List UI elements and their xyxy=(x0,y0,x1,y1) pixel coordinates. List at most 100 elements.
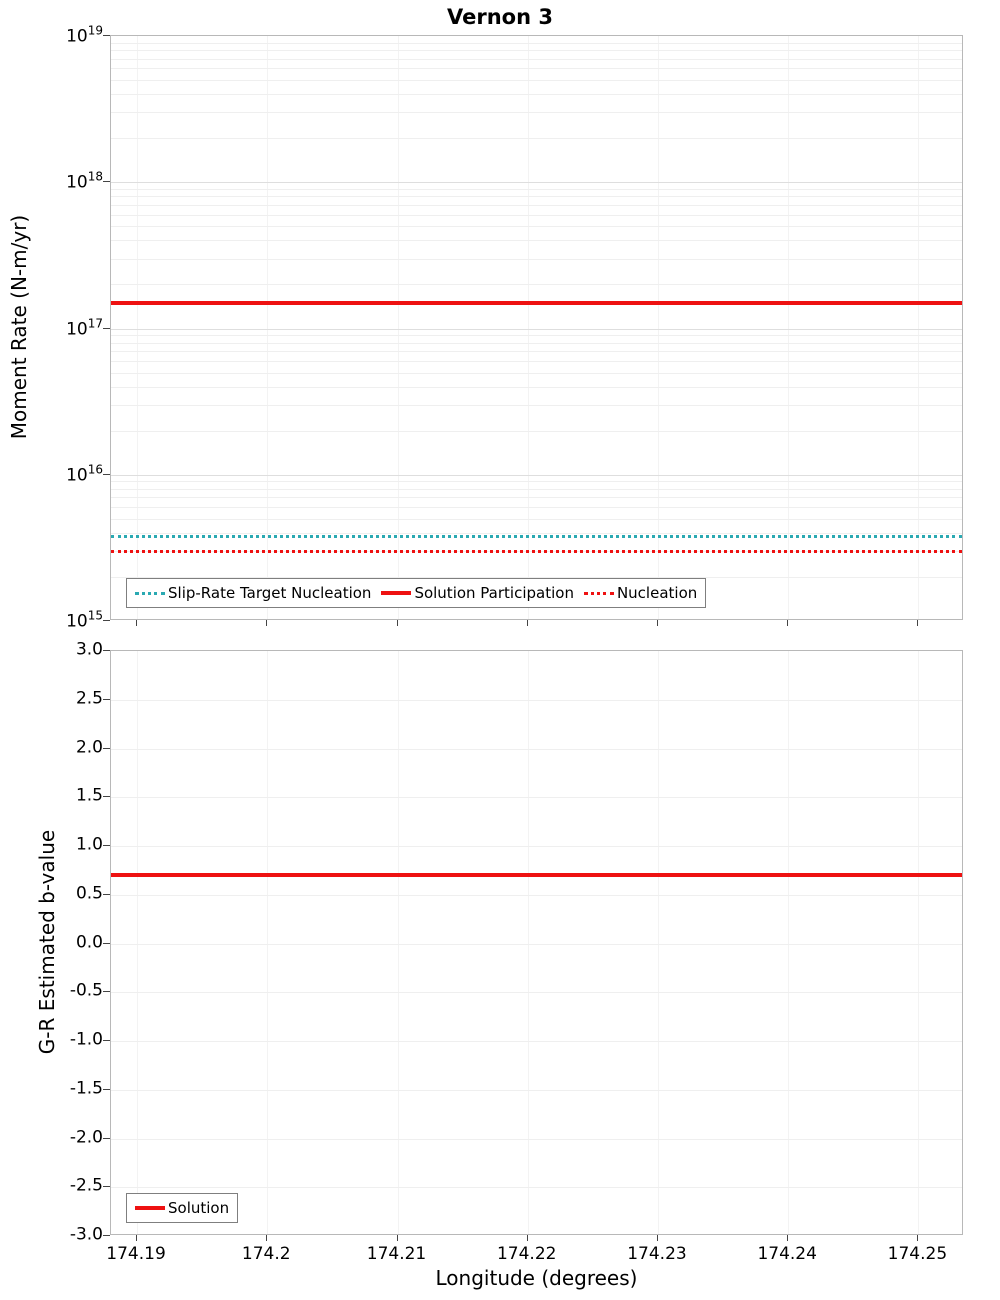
x-gridline xyxy=(137,36,139,619)
y-gridline-minor xyxy=(111,240,962,242)
y-gridline-minor xyxy=(111,404,962,406)
x-gridline xyxy=(397,651,399,1234)
x-tick-mark xyxy=(136,1235,138,1241)
x-tick-mark xyxy=(656,620,658,626)
y-tick-mantissa: 10 xyxy=(66,611,88,632)
y-tick-mark xyxy=(103,620,110,621)
x-tick-mark xyxy=(266,620,268,626)
y-gridline-minor xyxy=(111,50,962,52)
y-tick-label: 1018 xyxy=(0,171,103,192)
y-tick-label: -0.5 xyxy=(69,980,103,1001)
x-tick-mark xyxy=(136,620,138,626)
legend-sample-slip-rate-target-nucleation xyxy=(135,591,165,595)
y-tick-mark xyxy=(103,698,110,700)
series-line-nucleation xyxy=(111,549,962,553)
legend-entry-nucleation: Nucleation xyxy=(583,584,698,602)
y-tick-label: -3.0 xyxy=(69,1224,103,1245)
x-tick-mark xyxy=(917,620,919,626)
x-gridline xyxy=(918,36,920,619)
y-tick-label: -1.0 xyxy=(69,1029,103,1050)
y-tick-mantissa: 10 xyxy=(66,465,88,486)
y-tick-mark xyxy=(103,327,110,329)
x-gridline xyxy=(397,36,399,619)
y-tick-mark xyxy=(103,473,110,475)
legend-sample-nucleation xyxy=(583,591,614,595)
y-tick-exponent: 16 xyxy=(87,462,103,477)
y-gridline-minor xyxy=(111,488,962,490)
legend-label: Slip-Rate Target Nucleation xyxy=(168,584,372,602)
y-gridline-major xyxy=(111,474,962,476)
x-gridline xyxy=(267,36,269,619)
x-gridline xyxy=(137,651,139,1234)
y-gridline-minor xyxy=(111,112,962,114)
x-tick-mark xyxy=(266,1235,268,1241)
y-tick-exponent: 19 xyxy=(87,23,103,38)
series-line-slip-rate-target-nucleation xyxy=(111,534,962,538)
x-gridline xyxy=(657,651,659,1234)
y-tick-mantissa: 10 xyxy=(66,26,88,47)
y-gridline-minor xyxy=(111,342,962,344)
x-tick-mark xyxy=(526,1235,528,1241)
y-tick-label: 0.5 xyxy=(75,883,103,904)
y-tick-label: 0.0 xyxy=(75,932,103,952)
y-tick-label: 2.0 xyxy=(75,737,103,757)
y-tick-label: 3.0 xyxy=(75,639,103,660)
y-gridline-minor xyxy=(111,507,962,509)
y-gridline-minor xyxy=(111,68,962,70)
y-gridline xyxy=(111,943,962,945)
x-tick-mark xyxy=(787,620,789,626)
x-gridline xyxy=(527,36,529,619)
y-gridline-minor xyxy=(111,42,962,44)
y-tick-mantissa: 10 xyxy=(66,172,88,193)
x-tick-label: 174.2 xyxy=(241,1244,291,1264)
y-gridline-minor xyxy=(111,576,962,578)
y-gridline xyxy=(111,992,962,994)
y-tick-mark xyxy=(103,845,110,846)
x-tick-mark xyxy=(917,1235,919,1241)
y-gridline xyxy=(111,846,962,847)
x-gridline xyxy=(788,36,790,619)
y-gridline-minor xyxy=(111,80,962,82)
y-gridline xyxy=(111,1089,962,1091)
y-gridline xyxy=(111,894,962,896)
y-gridline-minor xyxy=(111,258,962,260)
x-tick-mark xyxy=(526,620,528,626)
legend-label: Solution xyxy=(168,1199,230,1217)
y-tick-mark xyxy=(103,181,110,183)
y-gridline-major xyxy=(111,182,962,184)
y-gridline-minor xyxy=(111,430,962,432)
y-gridline xyxy=(111,797,962,799)
legend-sample-solution-participation xyxy=(381,591,412,595)
y-tick-mark xyxy=(103,1186,110,1188)
y-gridline-minor xyxy=(111,204,962,206)
x-tick-label: 174.23 xyxy=(627,1244,687,1264)
y-tick-mark xyxy=(103,991,110,993)
y-gridline xyxy=(111,1041,962,1042)
y-tick-label: 1016 xyxy=(0,463,103,484)
y-gridline-minor xyxy=(111,481,962,483)
legend-sample-solution xyxy=(135,1206,165,1210)
x-tick-mark xyxy=(787,1235,789,1241)
y-gridline-minor xyxy=(111,351,962,353)
y-tick-label: -2.0 xyxy=(69,1127,103,1147)
legend-label: Nucleation xyxy=(616,584,698,602)
y-tick-mark xyxy=(103,1137,110,1139)
y-gridline-major xyxy=(111,328,962,330)
y-tick-label: 1015 xyxy=(0,610,103,631)
y-tick-label: 1019 xyxy=(0,25,103,46)
y-tick-label: 1.0 xyxy=(75,834,103,855)
y-gridline-minor xyxy=(111,518,962,520)
x-tick-label: 174.19 xyxy=(106,1244,166,1264)
y-gridline-minor xyxy=(111,532,962,534)
x-tick-label: 174.25 xyxy=(887,1244,948,1264)
y-tick-exponent: 15 xyxy=(87,608,103,623)
y-gridline-minor xyxy=(111,226,962,228)
y-tick-mantissa: 10 xyxy=(66,318,88,339)
x-gridline xyxy=(267,651,269,1234)
y-tick-mark xyxy=(103,35,110,36)
y-gridline-minor xyxy=(111,284,962,286)
y-gridline xyxy=(111,1138,962,1140)
y-tick-mark xyxy=(103,942,110,944)
y-tick-mark xyxy=(103,650,110,651)
